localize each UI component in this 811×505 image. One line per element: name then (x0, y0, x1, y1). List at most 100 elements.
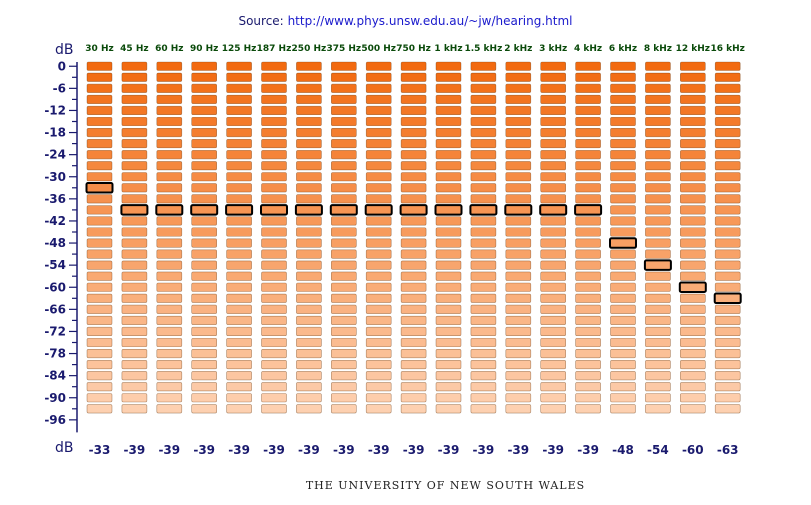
level-box (679, 404, 706, 414)
y-tick-label: -66 (44, 302, 66, 316)
level-box (330, 205, 357, 215)
frequency-label: 60 Hz (155, 44, 183, 54)
level-box (296, 227, 322, 237)
level-box (296, 304, 322, 314)
level-box (540, 116, 567, 127)
frequency-label: 45 Hz (120, 44, 148, 54)
level-box (470, 282, 497, 292)
level-box (330, 150, 357, 160)
level-box (191, 238, 217, 248)
level-box (121, 227, 148, 237)
level-box (714, 83, 741, 93)
level-box (645, 116, 671, 127)
level-box (679, 216, 706, 226)
level-box (540, 83, 567, 93)
frequency-label: 4 kHz (574, 44, 602, 54)
y-tick-label: -36 (44, 192, 66, 206)
level-box (470, 371, 497, 381)
level-box (86, 94, 113, 104)
level-box (156, 238, 183, 248)
frequency-label: 2 kHz (504, 44, 532, 54)
level-box (679, 282, 706, 292)
level-box (296, 293, 322, 303)
level-box (226, 393, 252, 403)
threshold-value-label: -39 (158, 443, 180, 457)
level-box (400, 238, 427, 248)
level-box (610, 271, 636, 281)
level-box (86, 337, 113, 348)
level-box (121, 337, 148, 348)
level-box (261, 393, 287, 403)
level-box (365, 94, 392, 104)
level-box (575, 139, 601, 149)
frequency-label: 1.5 kHz (464, 44, 502, 54)
level-box (645, 61, 671, 71)
level-box (121, 128, 148, 138)
level-box (296, 393, 322, 403)
level-box (435, 94, 462, 104)
level-box (365, 183, 392, 193)
level-box (261, 260, 287, 270)
level-box (365, 105, 392, 115)
level-box (540, 61, 567, 71)
level-box (470, 382, 497, 392)
level-box (156, 128, 183, 138)
threshold-value-label: -39 (124, 443, 146, 457)
level-box (191, 348, 217, 359)
level-box (505, 105, 532, 115)
level-box (296, 83, 322, 93)
level-box (156, 304, 183, 314)
level-box (540, 304, 567, 314)
level-box (226, 72, 252, 82)
level-box (540, 337, 567, 348)
level-box (435, 404, 462, 414)
level-box (156, 360, 183, 370)
level-box (645, 83, 671, 93)
level-box (714, 282, 741, 292)
level-box (645, 393, 671, 403)
level-box (86, 172, 113, 182)
level-box (296, 205, 322, 215)
level-box (679, 360, 706, 370)
level-box (714, 61, 741, 71)
level-box (505, 382, 532, 392)
level-box (365, 348, 392, 359)
threshold-value-label: -39 (193, 443, 215, 457)
level-box (540, 249, 567, 259)
level-box (365, 360, 392, 370)
y-tick-label: -42 (44, 214, 66, 228)
level-box (121, 183, 148, 193)
level-box (86, 227, 113, 237)
level-box (191, 293, 217, 303)
level-box (470, 83, 497, 93)
level-box (330, 61, 357, 71)
threshold-marker (574, 204, 603, 216)
frequency-label: 3 kHz (539, 44, 567, 54)
level-box (400, 249, 427, 259)
level-box (191, 227, 217, 237)
level-box (505, 360, 532, 370)
level-box (191, 304, 217, 314)
level-box (86, 150, 113, 160)
level-box (435, 382, 462, 392)
level-box (156, 282, 183, 292)
level-box (575, 216, 601, 226)
level-box (470, 348, 497, 359)
level-box (400, 61, 427, 71)
y-tick-label: -54 (44, 258, 66, 272)
level-box (156, 150, 183, 160)
level-box (226, 205, 252, 215)
threshold-value-label: -39 (577, 443, 599, 457)
level-box (470, 194, 497, 204)
level-box (330, 393, 357, 403)
level-box (191, 72, 217, 82)
level-box (330, 194, 357, 204)
level-box (575, 205, 601, 215)
level-box (714, 116, 741, 127)
level-box (505, 216, 532, 226)
frequency-label: 12 kHz (676, 44, 710, 54)
source-url[interactable]: http://www.phys.unsw.edu.au/~jw/hearing.… (287, 14, 573, 28)
level-box (610, 72, 636, 82)
level-box (226, 227, 252, 237)
level-box (470, 216, 497, 226)
